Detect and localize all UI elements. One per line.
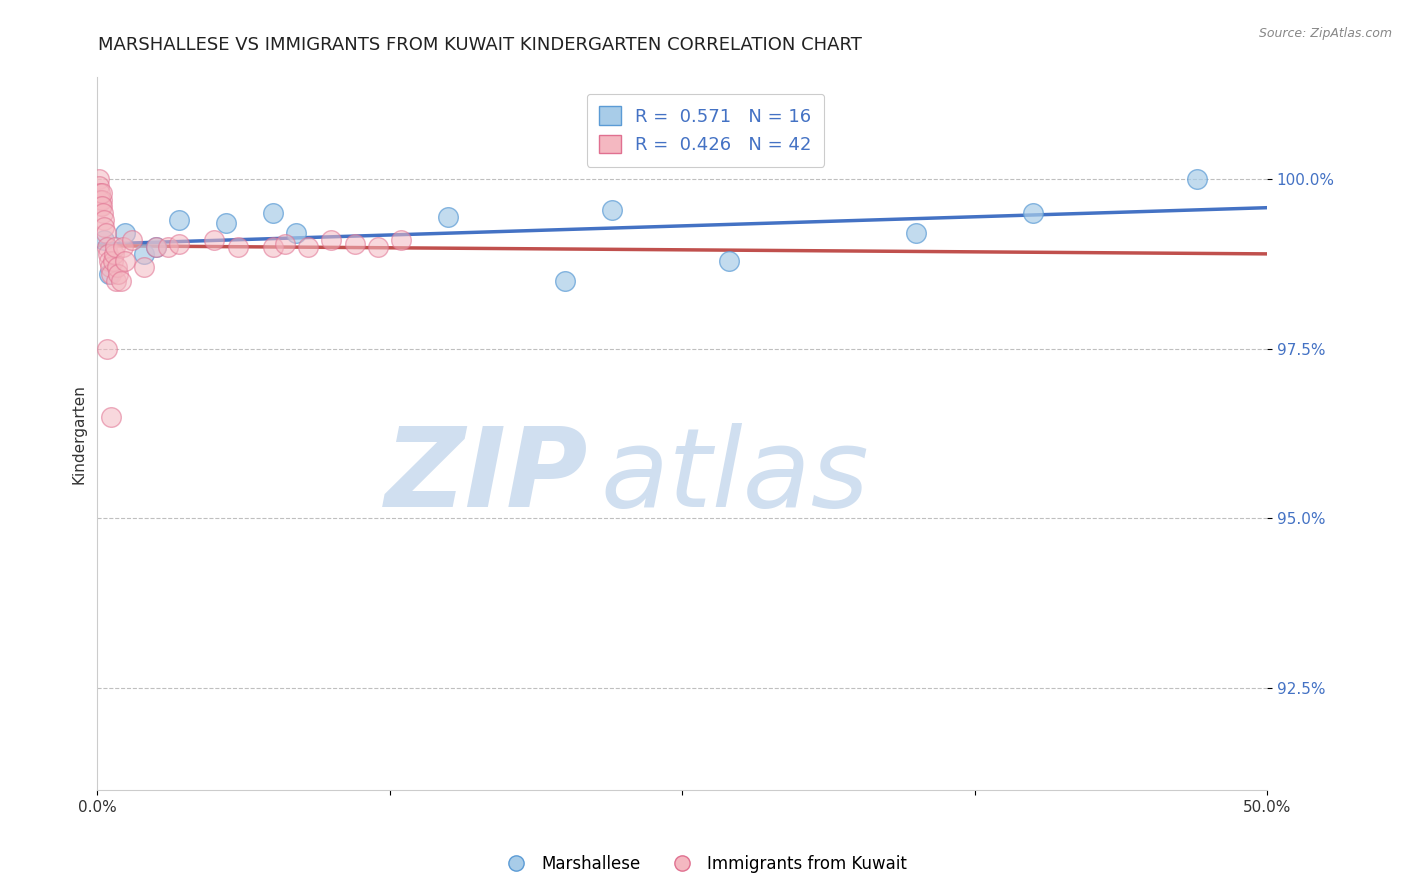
Point — [114, 253, 136, 268]
Point — [391, 233, 413, 247]
Point — [343, 236, 366, 251]
Point — [101, 253, 124, 268]
Point — [98, 267, 121, 281]
Point — [93, 219, 115, 234]
Point — [110, 274, 132, 288]
Point — [105, 274, 128, 288]
Point — [96, 240, 118, 254]
Point — [97, 247, 120, 261]
Point — [91, 206, 114, 220]
Legend: R =  0.571   N = 16, R =  0.426   N = 42: R = 0.571 N = 16, R = 0.426 N = 42 — [586, 94, 824, 167]
Point — [156, 240, 179, 254]
Point — [262, 240, 284, 254]
Point — [1022, 206, 1045, 220]
Point — [103, 247, 125, 261]
Point — [89, 179, 111, 194]
Point — [554, 274, 576, 288]
Point — [107, 267, 129, 281]
Point — [94, 227, 117, 241]
Point — [600, 202, 623, 217]
Text: Source: ZipAtlas.com: Source: ZipAtlas.com — [1258, 27, 1392, 40]
Point — [167, 236, 190, 251]
Point — [93, 233, 115, 247]
Point — [321, 233, 343, 247]
Point — [100, 409, 122, 424]
Point — [285, 227, 308, 241]
Point — [717, 253, 740, 268]
Point — [134, 247, 156, 261]
Point — [112, 240, 135, 254]
Point — [98, 260, 121, 275]
Point — [121, 233, 143, 247]
Text: atlas: atlas — [600, 423, 869, 530]
Point — [134, 260, 156, 275]
Point — [437, 210, 460, 224]
Point — [273, 236, 295, 251]
Point — [90, 199, 112, 213]
Text: MARSHALLESE VS IMMIGRANTS FROM KUWAIT KINDERGARTEN CORRELATION CHART: MARSHALLESE VS IMMIGRANTS FROM KUWAIT KI… — [98, 36, 862, 54]
Point — [145, 240, 167, 254]
Point — [367, 240, 389, 254]
Point — [297, 240, 319, 254]
Point — [89, 193, 111, 207]
Point — [905, 227, 928, 241]
Point — [91, 186, 114, 200]
Point — [104, 240, 127, 254]
Legend: Marshallese, Immigrants from Kuwait: Marshallese, Immigrants from Kuwait — [492, 848, 914, 880]
Y-axis label: Kindergarten: Kindergarten — [72, 384, 86, 483]
Point — [87, 172, 110, 186]
Point — [91, 199, 114, 213]
Point — [167, 213, 190, 227]
Point — [1185, 172, 1208, 186]
Point — [96, 342, 118, 356]
Point — [262, 206, 284, 220]
Text: ZIP: ZIP — [385, 423, 589, 530]
Point — [145, 240, 167, 254]
Point — [98, 253, 121, 268]
Point — [90, 193, 112, 207]
Point — [89, 186, 111, 200]
Point — [93, 213, 115, 227]
Point — [100, 267, 122, 281]
Point — [114, 227, 136, 241]
Point — [226, 240, 249, 254]
Point — [202, 233, 225, 247]
Point — [215, 216, 238, 230]
Point — [105, 260, 128, 275]
